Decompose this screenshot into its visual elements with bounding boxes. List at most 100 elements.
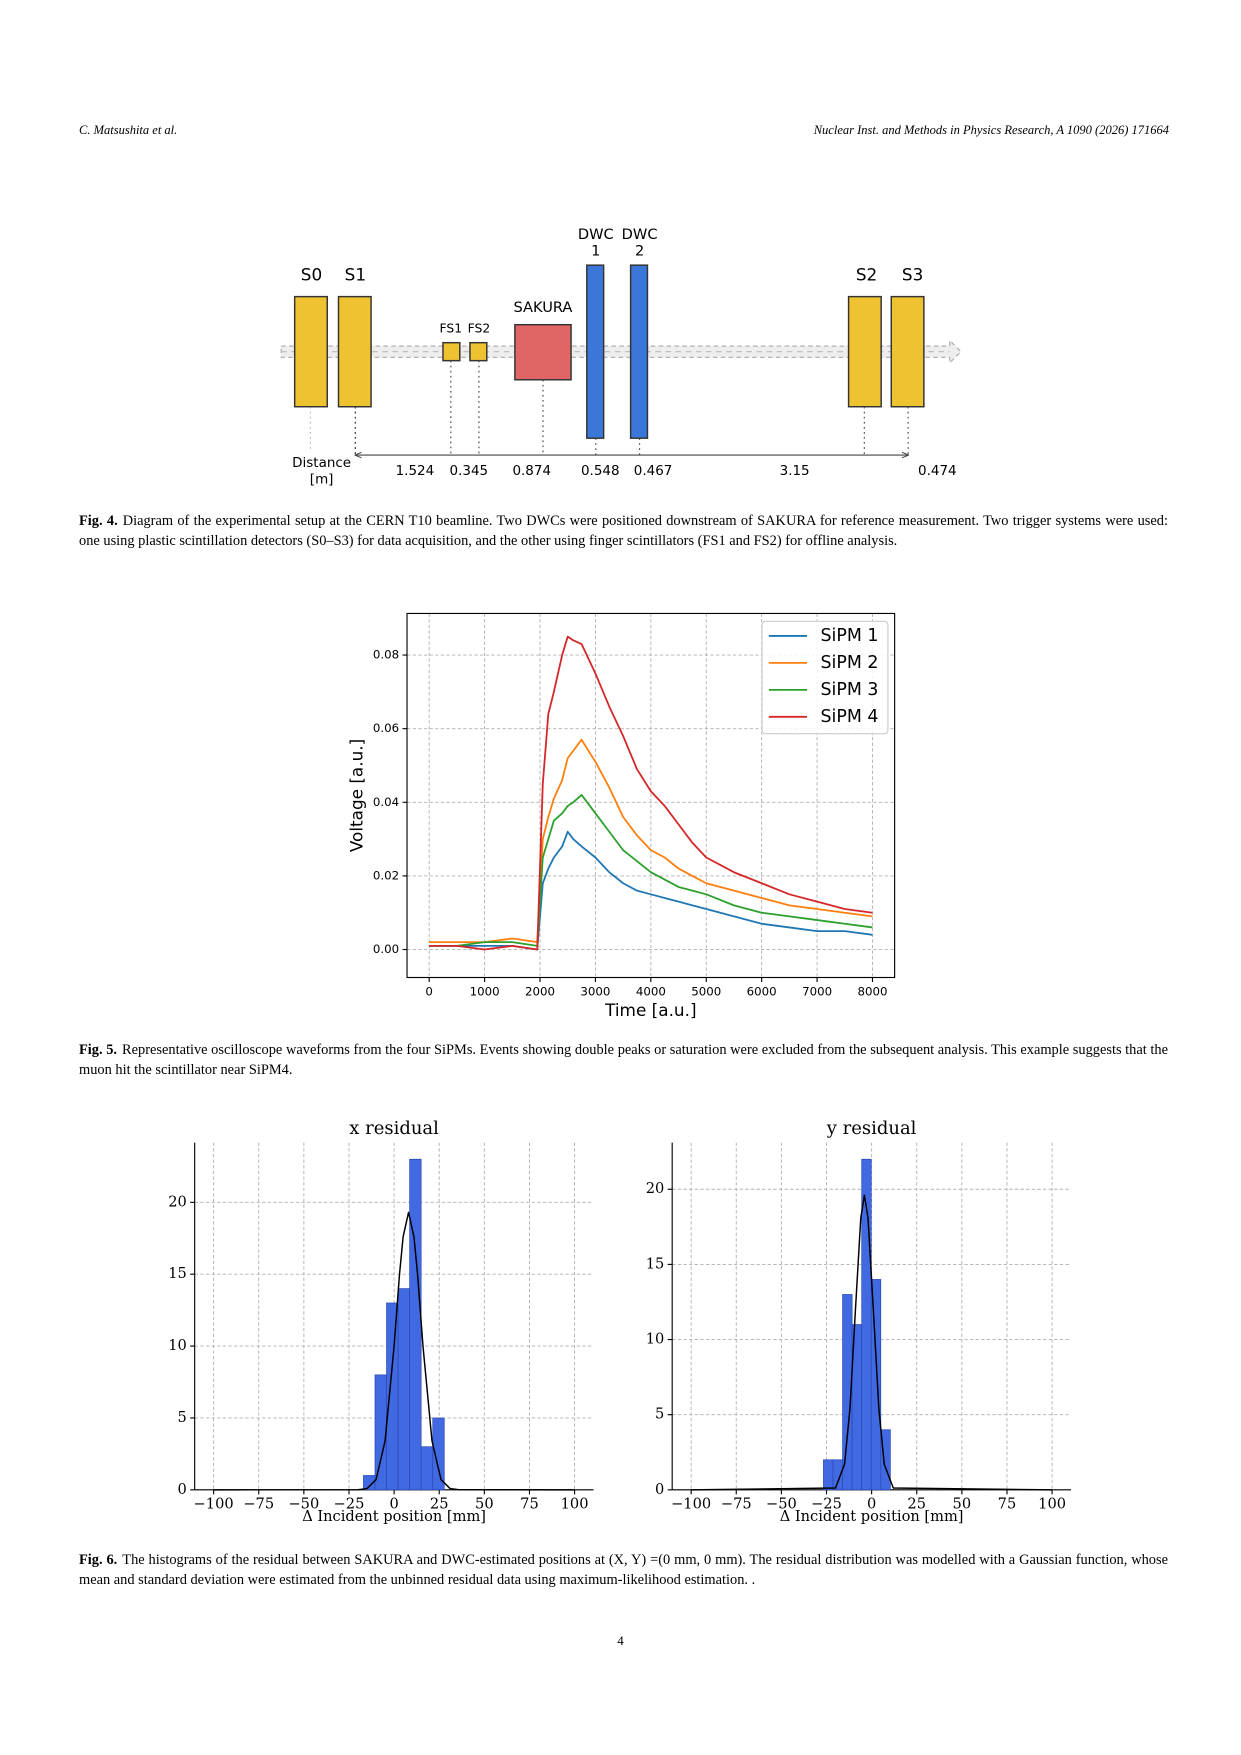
histogram-bar [870,1279,882,1491]
detector [469,341,488,362]
detector [629,264,649,439]
y-tick-label: 5 [178,1409,187,1426]
x-tick-label: −25 [811,1495,842,1512]
detector-label: S2 [856,264,877,284]
y-tick-label: 15 [168,1265,187,1282]
detector [337,295,372,408]
distance-label: 0.467 [634,463,673,479]
distance-label: 0.474 [918,463,957,479]
detector-label: SAKURA [514,299,573,316]
detector-label: 1 [591,243,600,260]
caption-text: Diagram of the experimental setup at the… [79,513,1168,550]
y-tick-label: 0.08 [373,648,399,662]
histogram-bar [397,1288,410,1491]
x-axis-label: Δ Incident position [mm] [302,1508,486,1525]
y-tick-label: 0.06 [373,721,399,735]
detector [442,341,461,362]
detector-label: S0 [301,264,322,284]
x-tick-label: 2000 [525,985,555,999]
y-tick-label: 10 [646,1331,665,1348]
distance-axis-label: Distance [292,455,351,471]
fit-curve [213,1211,575,1491]
x-tick-label: 25 [430,1495,449,1512]
x-tick-label: 8000 [857,985,887,999]
histogram-bar [823,1459,834,1491]
x-tick-label: 7000 [802,985,832,999]
y-tick-label: 0 [655,1481,664,1498]
caption-text: The histograms of the residual between S… [79,1552,1168,1589]
histogram-bar [374,1374,387,1491]
x-tick-label: 6000 [747,985,777,999]
page-number: 4 [617,1633,624,1648]
histogram-bar [880,1429,891,1491]
y-tick-label: 0.00 [373,942,399,956]
histogram-bar [386,1302,399,1491]
x-axis-label: Time [a.u.] [604,1000,696,1020]
legend-label: SiPM 3 [820,680,878,700]
x-tick-label: 100 [561,1495,589,1512]
detector [890,295,925,408]
histogram-bar [432,1417,445,1491]
x-tick-label: 50 [475,1495,494,1512]
legend-label: SiPM 4 [820,707,878,727]
detector-label: S3 [902,264,923,284]
detector [847,295,882,408]
x-tick-label: −75 [243,1495,274,1512]
y-tick-label: 0.04 [373,795,399,809]
distance-axis-unit: [m] [310,472,334,488]
x-tick-label: 0 [425,985,432,999]
x-tick-label: 50 [953,1495,972,1512]
caption-label: Fig. 5. [79,1042,118,1058]
histogram-bar [420,1446,434,1491]
x-tick-label: 5000 [691,985,721,999]
caption-label: Fig. 4. [79,513,118,529]
x-axis-label: Δ Incident position [mm] [780,1508,964,1525]
detector-label: 2 [635,243,644,260]
y-tick-label: 0 [178,1481,187,1498]
y-tick-label: 20 [168,1193,187,1210]
x-tick-label: 3000 [580,985,610,999]
caption-text: Representative oscilloscope waveforms fr… [79,1042,1168,1079]
y-tick-label: 20 [646,1180,665,1197]
x-tick-label: −100 [194,1495,234,1512]
legend-label: SiPM 2 [820,653,878,673]
running-authors: C. Matsushita et al. [79,123,178,137]
detector-label: FS1 [440,322,463,336]
distance-label: 0.345 [450,463,489,479]
chart-title: y residual [826,1118,917,1139]
x-tick-label: 25 [907,1495,926,1512]
x-tick-label: −25 [334,1495,365,1512]
x-tick-label: 75 [520,1495,539,1512]
x-tick-label: 75 [998,1495,1017,1512]
detector [586,264,605,439]
data-line [429,635,873,951]
detector-label: FS2 [468,322,491,336]
fit-curve [691,1194,1053,1491]
distance-label: 0.548 [581,463,620,479]
running-journal: Nuclear Inst. and Methods in Physics Res… [813,123,1169,137]
x-tick-label: 100 [1038,1495,1066,1512]
x-tick-label: −50 [288,1495,319,1512]
x-tick-label: 0 [867,1495,876,1512]
detector [293,295,328,408]
y-tick-label: 10 [168,1337,187,1354]
x-tick-label: 0 [389,1495,398,1512]
histogram-bar [409,1158,422,1491]
legend-box [761,620,889,735]
legend-label: SiPM 1 [820,626,878,646]
detector-label: DWC [578,226,614,243]
x-tick-label: −50 [766,1495,797,1512]
distance-label: 3.15 [780,463,810,479]
distance-label: 1.524 [396,463,435,479]
caption-label: Fig. 6. [79,1552,118,1568]
y-axis-label: Voltage [a.u.] [347,739,367,852]
x-tick-label: −75 [721,1495,752,1512]
detector-label: DWC [622,226,658,243]
x-tick-label: 1000 [470,985,500,999]
detector-label: S1 [345,264,366,284]
y-tick-label: 15 [646,1255,665,1272]
y-tick-label: 0.02 [373,868,399,882]
distance-label: 0.874 [512,463,551,479]
